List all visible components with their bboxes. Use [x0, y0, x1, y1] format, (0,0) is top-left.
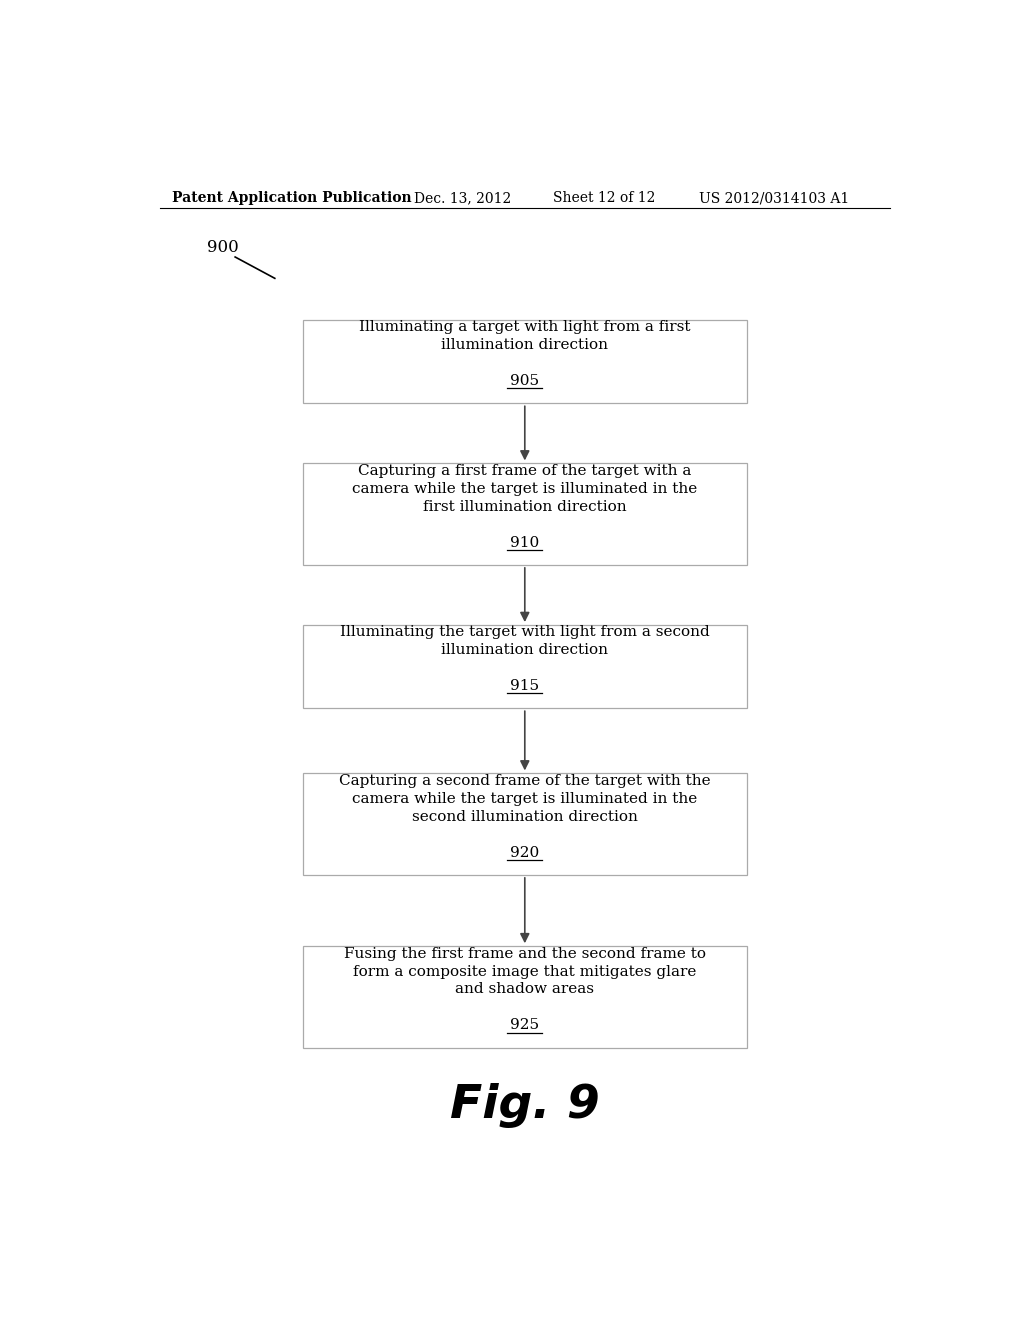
Text: Capturing a second frame of the target with the
camera while the target is illum: Capturing a second frame of the target w…	[339, 774, 711, 824]
Text: Illuminating a target with light from a first
illumination direction: Illuminating a target with light from a …	[359, 321, 690, 352]
Text: 915: 915	[510, 678, 540, 693]
Text: 910: 910	[510, 536, 540, 549]
Text: US 2012/0314103 A1: US 2012/0314103 A1	[699, 191, 850, 205]
FancyBboxPatch shape	[303, 319, 748, 404]
Text: Sheet 12 of 12: Sheet 12 of 12	[553, 191, 655, 205]
Text: Patent Application Publication: Patent Application Publication	[172, 191, 412, 205]
Text: Fig. 9: Fig. 9	[450, 1084, 600, 1129]
Text: Fusing the first frame and the second frame to
form a composite image that mitig: Fusing the first frame and the second fr…	[344, 946, 706, 997]
FancyBboxPatch shape	[303, 463, 748, 565]
Text: 905: 905	[510, 374, 540, 388]
FancyBboxPatch shape	[303, 624, 748, 709]
Text: Illuminating the target with light from a second
illumination direction: Illuminating the target with light from …	[340, 626, 710, 657]
Text: 920: 920	[510, 846, 540, 859]
Text: 925: 925	[510, 1019, 540, 1032]
FancyBboxPatch shape	[303, 774, 748, 875]
FancyBboxPatch shape	[303, 946, 748, 1048]
Text: Dec. 13, 2012: Dec. 13, 2012	[414, 191, 511, 205]
Text: 900: 900	[207, 239, 240, 256]
Text: Capturing a first frame of the target with a
camera while the target is illumina: Capturing a first frame of the target wi…	[352, 463, 697, 513]
